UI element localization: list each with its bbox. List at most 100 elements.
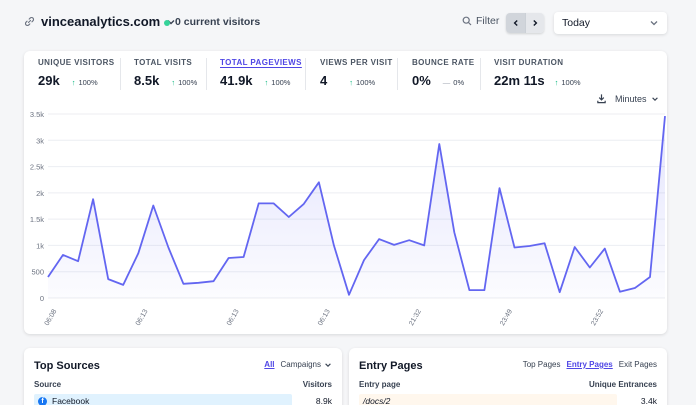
y-tick-label: 1.5k — [30, 215, 44, 224]
top-sources-tabs: All Campaigns — [264, 360, 332, 369]
tab-entry-pages[interactable]: Entry Pages — [566, 360, 613, 369]
stat-value: 22m 11s — [494, 73, 545, 88]
filter-label: Filter — [476, 15, 500, 27]
period-select[interactable]: Today — [554, 12, 667, 34]
data-point — [634, 287, 636, 289]
stat-divider — [480, 58, 481, 90]
data-point — [483, 289, 485, 291]
entry-pages-title: Entry Pages — [359, 360, 423, 372]
data-point — [498, 187, 500, 189]
next-period-button[interactable] — [525, 13, 544, 33]
entry-page-row[interactable]: /docs/2 — [363, 396, 390, 405]
chevron-down-icon — [650, 21, 658, 26]
arrow-up-icon: ↑ — [349, 78, 353, 87]
stat-change: ↑ 100% — [554, 78, 581, 87]
x-tick-label: 23:49 — [499, 308, 514, 327]
arrow-up-icon: ↑ — [264, 78, 269, 87]
entry-page-bar — [359, 394, 617, 405]
stat-divider — [120, 58, 121, 90]
entry-pages-card: Entry Pages Top Pages Entry Pages Exit P… — [349, 348, 667, 405]
stat-label: VIEWS PER VISIT — [320, 58, 393, 67]
site-switcher[interactable]: vinceanalytics.com — [24, 14, 176, 29]
data-point — [378, 238, 380, 240]
search-icon — [462, 16, 472, 26]
stat-divider — [305, 58, 306, 90]
entry-page-label: /docs/2 — [363, 396, 391, 405]
series-line — [47, 116, 666, 296]
stat-change: ↑ 100% — [71, 78, 98, 87]
stat-label: TOTAL PAGEVIEWS — [220, 58, 302, 67]
x-tick-label: 21:32 — [408, 308, 423, 327]
y-tick-label: 2.5k — [30, 163, 44, 172]
stat-total-visits[interactable]: TOTAL VISITS 8.5k ↑ 100% — [134, 58, 197, 94]
period-nav — [506, 13, 544, 33]
arrow-up-icon: ↑ — [71, 78, 76, 87]
current-visitors[interactable]: 0 current visitors — [175, 16, 261, 28]
filter-button[interactable]: Filter — [462, 15, 499, 27]
interval-label: Minutes — [615, 94, 647, 104]
stat-label: TOTAL VISITS — [134, 58, 193, 67]
tab-campaigns[interactable]: Campaigns — [280, 360, 321, 369]
previous-period-button[interactable] — [506, 13, 525, 33]
source-row[interactable]: f Facebook — [38, 396, 89, 405]
x-tick-label: 06:13 — [135, 308, 150, 327]
arrow-up-icon: ↑ — [171, 78, 176, 87]
interval-select[interactable]: Minutes — [615, 94, 659, 104]
stat-views-per-visit[interactable]: VIEWS PER VISIT 4 ↑ 100% — [320, 58, 393, 94]
live-indicator-dot — [164, 20, 170, 26]
top-bar: vinceanalytics.com 0 current visitors Fi… — [0, 0, 696, 46]
data-point — [574, 246, 576, 248]
stat-divider — [397, 58, 398, 90]
tab-top-pages[interactable]: Top Pages — [522, 360, 561, 369]
stat-total-pageviews[interactable]: TOTAL PAGEVIEWS 41.9k ↑ 100% — [220, 58, 302, 94]
link-icon — [25, 17, 34, 26]
tab-all[interactable]: All — [264, 360, 275, 369]
pageviews-chart[interactable]: 0 500 1k 1.5k 2k 2.5k 3k 3.5k 06:08 06:13 06:13 06:… — [24, 51, 667, 334]
data-point — [589, 266, 591, 268]
stat-label: BOUNCE RATE — [412, 58, 475, 67]
tab-exit-pages[interactable]: Exit Pages — [618, 360, 657, 369]
y-tick-label: 1k — [36, 241, 44, 250]
stat-visit-duration[interactable]: VISIT DURATION 22m 11s ↑ 100% — [494, 58, 581, 94]
stat-bounce-rate[interactable]: BOUNCE RATE 0% —0% — [412, 58, 474, 94]
source-value: 8.9k — [315, 396, 332, 405]
stat-value: 8.5k — [134, 73, 160, 88]
data-point — [137, 252, 139, 254]
data-point — [543, 242, 545, 244]
data-point — [257, 202, 259, 204]
x-tick-label: 06:08 — [44, 308, 59, 327]
data-point — [242, 256, 244, 258]
data-point — [649, 276, 651, 278]
stat-change: —0% — [442, 78, 465, 87]
chevron-down-icon — [325, 363, 331, 367]
data-point — [318, 181, 320, 183]
stat-value: 4 — [320, 73, 328, 88]
pages-tabs: Top Pages Entry Pages Exit Pages — [523, 360, 657, 369]
series-area — [48, 116, 665, 298]
y-tick-label: 3.5k — [30, 110, 44, 119]
column-header-visitors: Visitors — [302, 380, 332, 389]
data-point — [77, 260, 79, 262]
stat-label: VISIT DURATION — [494, 58, 564, 67]
download-icon[interactable] — [596, 93, 607, 104]
stat-value: 41.9k — [220, 73, 253, 88]
data-point — [528, 245, 530, 247]
data-point — [408, 239, 410, 241]
chevron-down-icon — [651, 97, 658, 101]
site-name: vinceanalytics.com — [41, 14, 161, 29]
stat-label: UNIQUE VISITORS — [38, 58, 115, 67]
data-point — [604, 247, 606, 249]
data-point — [182, 283, 184, 285]
data-point — [513, 246, 515, 248]
data-point — [62, 254, 64, 256]
y-tick-label: 0 — [40, 294, 44, 303]
column-header-unique-entrances: Unique Entrances — [588, 380, 657, 389]
stat-divider — [206, 58, 207, 90]
data-point — [664, 115, 666, 117]
source-label: Facebook — [52, 396, 90, 405]
x-tick-label: 06:13 — [226, 308, 241, 327]
stat-unique-visitors[interactable]: UNIQUE VISITORS 29k ↑ 100% — [38, 58, 115, 94]
data-point — [423, 244, 425, 246]
x-tick-label: 23:52 — [590, 308, 605, 327]
data-point — [197, 282, 199, 284]
